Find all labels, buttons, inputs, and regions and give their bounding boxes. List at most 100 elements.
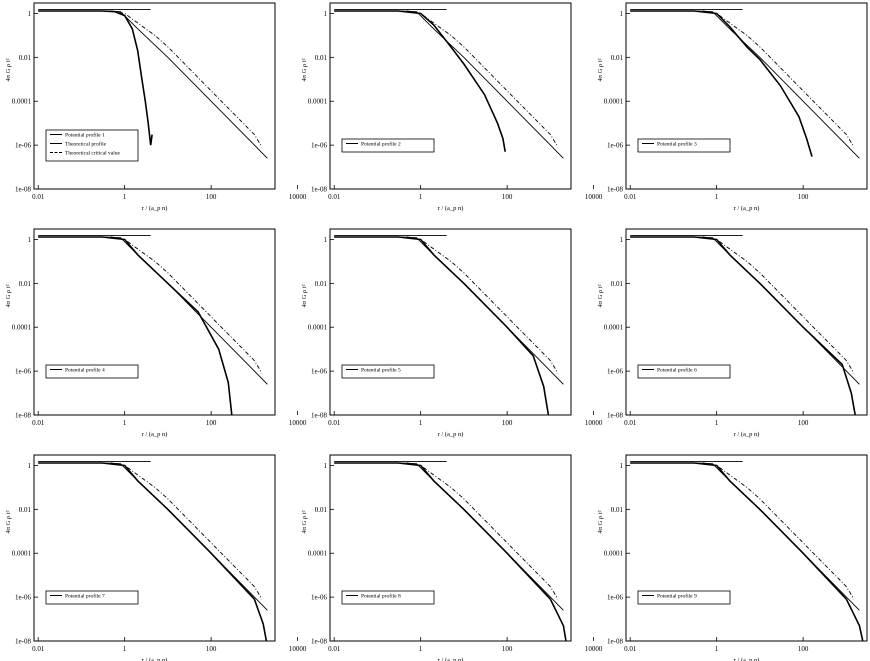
- x-tick-label: 10000: [585, 419, 603, 427]
- x-tick-label: 10000: [289, 193, 307, 201]
- x-tick-label: 1: [123, 645, 127, 653]
- series-line-1: [630, 10, 813, 157]
- x-tick-label: 1: [123, 419, 127, 427]
- y-tick-label: 1: [28, 462, 32, 470]
- x-tick-label: 100: [502, 419, 513, 427]
- legend-entry: Potential profile 9: [657, 593, 697, 600]
- series-layer: [334, 235, 564, 415]
- series-line-2: [630, 462, 860, 611]
- x-tick-label: 100: [798, 193, 809, 201]
- y-tick-label: 0.01: [611, 54, 624, 62]
- x-axis-label: r / (a_p n): [734, 657, 760, 661]
- series-line-3: [630, 236, 855, 374]
- legend-entry: Theoretical critical value: [65, 151, 121, 157]
- legend-entry: Potential profile 3: [657, 141, 697, 148]
- x-tick-label: 10000: [585, 645, 603, 653]
- legend-entry: Potential profile 1: [65, 132, 105, 139]
- x-tick-label: 100: [206, 645, 217, 653]
- y-tick-label: 0.01: [611, 280, 624, 288]
- plot-frame: [33, 454, 276, 642]
- series-line-3: [38, 236, 263, 374]
- x-tick-label: 100: [798, 645, 809, 653]
- series-line-1: [630, 462, 864, 641]
- series-line-3: [630, 462, 855, 600]
- x-axis-label: r / (a_p n): [438, 431, 464, 438]
- series-line-3: [38, 462, 263, 600]
- y-tick-label: 1e-08: [15, 412, 31, 420]
- legend: Potential profile 1 Theoretical profile Th…: [45, 129, 139, 162]
- y-tick-label: 1e-08: [311, 412, 327, 420]
- x-tick-label: 100: [206, 419, 217, 427]
- legend: Potential profile 5: [341, 364, 435, 379]
- series-layer: [334, 9, 564, 159]
- x-tick-label: 1: [715, 645, 719, 653]
- x-tick-label: 0.01: [32, 193, 45, 201]
- plot-frame: [33, 2, 276, 190]
- series-line-3: [334, 10, 559, 148]
- series-layer: [630, 461, 864, 641]
- x-tick-label: 10000: [289, 419, 307, 427]
- plot-frame: [625, 228, 868, 416]
- y-tick-label: 1e-08: [607, 638, 623, 646]
- y-tick-label: 1: [620, 236, 624, 244]
- y-tick-label: 1: [28, 10, 32, 18]
- y-tick-label: 0.01: [315, 506, 328, 514]
- x-axis-label: r / (a_p n): [142, 431, 168, 438]
- y-tick-label: 1e-06: [15, 368, 31, 376]
- legend-box: [45, 129, 139, 162]
- y-tick-label: 0.0001: [308, 98, 328, 106]
- x-tick-label: 100: [502, 645, 513, 653]
- legend-entry: Potential profile 6: [657, 367, 697, 374]
- x-axis-label: r / (a_p n): [438, 657, 464, 661]
- x-tick-label: 100: [798, 419, 809, 427]
- x-axis-label: r / (a_p n): [142, 657, 168, 661]
- series-layer: [630, 235, 860, 415]
- x-tick-label: 10000: [585, 193, 603, 201]
- y-tick-label: 1: [324, 10, 328, 18]
- legend: Potential profile 4: [45, 364, 139, 379]
- x-tick-label: 0.01: [32, 645, 45, 653]
- y-tick-label: 0.0001: [604, 324, 624, 332]
- x-tick-label: 100: [206, 193, 217, 201]
- y-tick-label: 1: [324, 462, 328, 470]
- x-axis-label: r / (a_p n): [734, 205, 760, 212]
- y-tick-label: 1e-06: [607, 594, 623, 602]
- y-tick-label: 0.0001: [12, 324, 32, 332]
- legend-box: [45, 364, 139, 379]
- legend: Potential profile 2: [341, 138, 435, 153]
- y-axis-label: 4π G ρ t²: [301, 510, 308, 533]
- legend: Potential profile 7: [45, 590, 139, 605]
- legend: Potential profile 6: [637, 364, 731, 379]
- y-axis-label: 4π G ρ t²: [597, 510, 604, 533]
- legend-entry: Potential profile 4: [65, 367, 105, 374]
- y-tick-label: 1e-06: [15, 142, 31, 150]
- x-tick-label: 1: [715, 193, 719, 201]
- legend-box: [637, 590, 731, 605]
- y-tick-label: 1e-06: [311, 594, 327, 602]
- y-tick-label: 1: [324, 236, 328, 244]
- x-tick-label: 1: [419, 419, 423, 427]
- y-tick-label: 0.0001: [308, 324, 328, 332]
- y-axis-label: 4π G ρ t²: [301, 58, 308, 81]
- y-tick-label: 0.01: [611, 506, 624, 514]
- legend-box: [341, 590, 435, 605]
- series-layer: [38, 461, 268, 641]
- legend-entry: Potential profile 7: [65, 593, 105, 600]
- y-tick-label: 0.01: [19, 54, 32, 62]
- y-tick-label: 1e-06: [15, 594, 31, 602]
- legend-box: [341, 138, 435, 153]
- y-tick-label: 0.01: [19, 506, 32, 514]
- series-layer: [630, 9, 860, 159]
- plot-frame: [625, 2, 868, 190]
- x-tick-label: 0.01: [328, 645, 341, 653]
- y-tick-label: 1e-08: [15, 638, 31, 646]
- series-line-1: [38, 236, 233, 415]
- series-line-3: [630, 10, 855, 148]
- series-line-2: [630, 236, 860, 385]
- y-axis-label: 4π G ρ t²: [301, 284, 308, 307]
